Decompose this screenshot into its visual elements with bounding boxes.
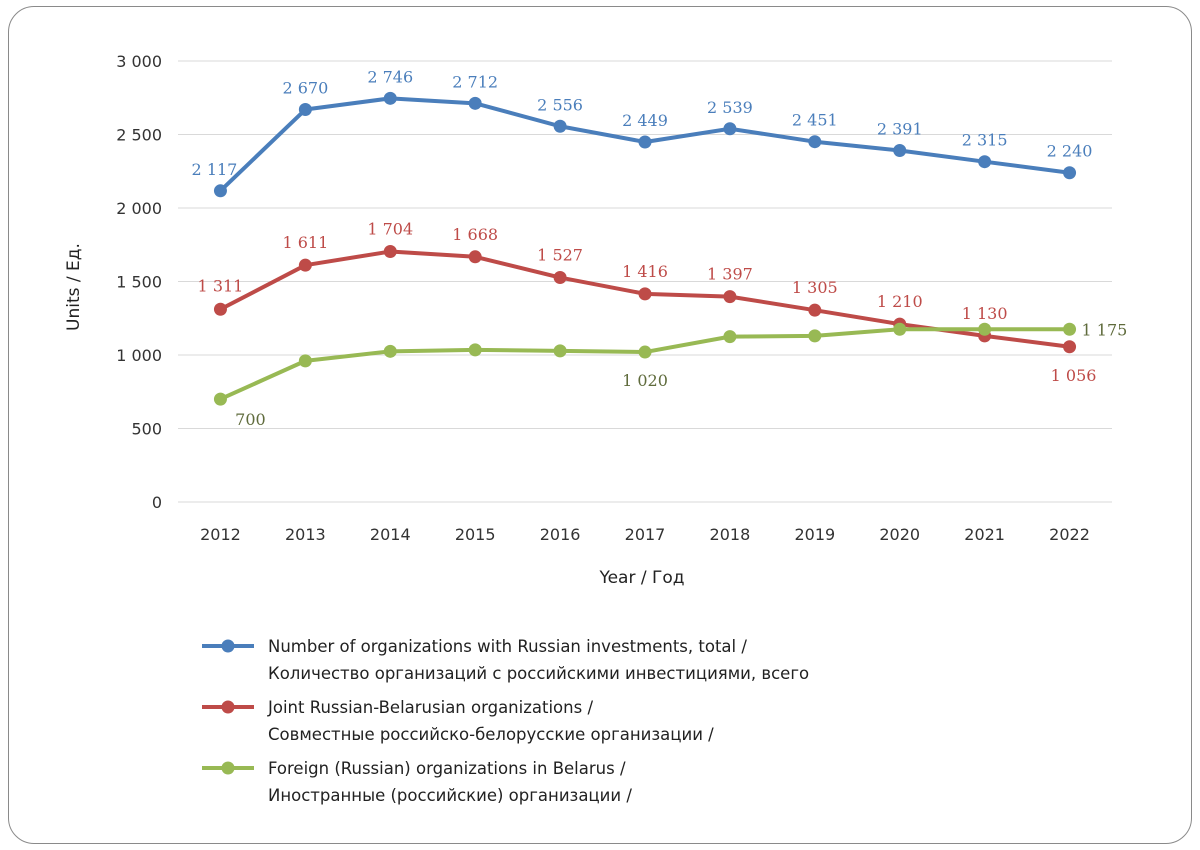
x-tick-label: 2022 <box>1049 525 1090 544</box>
data-point <box>298 354 312 368</box>
data-label: 2 539 <box>707 98 753 117</box>
data-label: 2 451 <box>792 111 838 130</box>
x-axis-title: Year / Год <box>598 568 684 588</box>
data-point <box>638 135 652 149</box>
data-point <box>553 344 567 358</box>
data-label: 2 391 <box>877 120 923 139</box>
data-label: 1 175 <box>1082 320 1128 339</box>
legend-swatch-marker <box>221 639 235 653</box>
data-point <box>978 322 992 336</box>
legend-label: Foreign (Russian) organizations in Belar… <box>268 759 626 778</box>
data-point <box>1063 322 1077 336</box>
data-label: 1 704 <box>367 220 413 239</box>
y-tick-label: 3 000 <box>116 52 162 71</box>
data-point <box>893 144 907 158</box>
data-point <box>213 392 227 406</box>
data-label: 1 020 <box>622 371 668 390</box>
x-tick-label: 2019 <box>794 525 835 544</box>
legend-swatch-marker <box>221 761 235 775</box>
data-label: 1 056 <box>1051 366 1097 385</box>
x-tick-label: 2018 <box>710 525 751 544</box>
x-tick-label: 2012 <box>200 525 241 544</box>
data-point <box>723 122 737 136</box>
x-tick-label: 2016 <box>540 525 581 544</box>
data-point <box>553 119 567 133</box>
data-point <box>893 322 907 336</box>
data-label: 700 <box>235 410 266 429</box>
y-tick-label: 1 000 <box>116 346 162 365</box>
data-label: 1 416 <box>622 262 668 281</box>
data-point <box>468 250 482 264</box>
data-label: 2 315 <box>962 131 1008 150</box>
data-point <box>468 343 482 357</box>
data-point <box>808 329 822 343</box>
data-label: 2 449 <box>622 111 668 130</box>
data-point <box>383 344 397 358</box>
data-point <box>213 184 227 198</box>
legend: Number of organizations with Russian inv… <box>202 637 809 805</box>
data-point <box>723 330 737 344</box>
data-point <box>1063 340 1077 354</box>
chart-frame <box>8 6 1192 844</box>
y-axis-title: Units / Ед. <box>64 243 84 331</box>
data-labels: 2 117 2 670 2 746 2 712 2 556 2 449 2 539 2 451… <box>192 67 1128 429</box>
data-label: 2 746 <box>367 67 413 86</box>
data-point <box>553 271 567 285</box>
data-label: 1 311 <box>198 276 244 295</box>
data-label: 1 130 <box>962 304 1008 323</box>
data-label: 1 668 <box>452 225 498 244</box>
data-label: 1 611 <box>282 233 328 252</box>
data-point <box>978 155 992 169</box>
legend-label: Joint Russian-Belarusian organizations / <box>267 698 593 717</box>
data-label: 1 305 <box>792 278 838 297</box>
data-label: 2 712 <box>452 72 498 91</box>
data-point <box>468 96 482 110</box>
legend-label: Количество организаций с российскими инв… <box>268 664 809 683</box>
data-point <box>383 245 397 259</box>
data-point <box>298 258 312 272</box>
data-point <box>808 303 822 317</box>
data-point <box>723 290 737 304</box>
y-tick-label: 2 000 <box>116 199 162 218</box>
y-tick-label: 2 500 <box>116 126 162 145</box>
y-tick-label: 0 <box>152 493 162 512</box>
gridlines <box>178 60 1112 503</box>
x-tick-label: 2017 <box>625 525 666 544</box>
y-tick-label: 1 500 <box>116 273 162 292</box>
data-point <box>383 91 397 105</box>
data-label: 2 117 <box>192 160 238 179</box>
data-label: 1 397 <box>707 265 753 284</box>
x-axis-ticks: 2012 2013 2014 2015 2016 2017 2018 2019 2020 2021… <box>200 525 1090 544</box>
legend-label: Number of organizations with Russian inv… <box>268 637 747 656</box>
data-point <box>1063 166 1077 180</box>
x-tick-label: 2014 <box>370 525 411 544</box>
data-point <box>213 302 227 316</box>
series-layer <box>213 91 1077 406</box>
x-tick-label: 2020 <box>879 525 920 544</box>
data-label: 1 210 <box>877 292 923 311</box>
data-label: 2 556 <box>537 95 583 114</box>
data-label: 1 527 <box>537 246 583 265</box>
x-tick-label: 2013 <box>285 525 326 544</box>
y-tick-label: 500 <box>131 420 162 439</box>
data-point <box>638 345 652 359</box>
data-point <box>808 135 822 149</box>
legend-label: Совместные российско-белорусские организ… <box>268 725 714 744</box>
y-axis-ticks: 0 500 1 000 1 500 2 000 2 500 3 000 <box>116 52 162 512</box>
data-point <box>638 287 652 301</box>
data-point <box>298 103 312 117</box>
data-label: 2 240 <box>1047 142 1093 161</box>
legend-label: Иностранные (российские) организации / <box>268 786 632 805</box>
data-label: 2 670 <box>282 79 328 98</box>
x-tick-label: 2015 <box>455 525 496 544</box>
legend-swatch-marker <box>221 700 235 714</box>
x-tick-label: 2021 <box>964 525 1005 544</box>
